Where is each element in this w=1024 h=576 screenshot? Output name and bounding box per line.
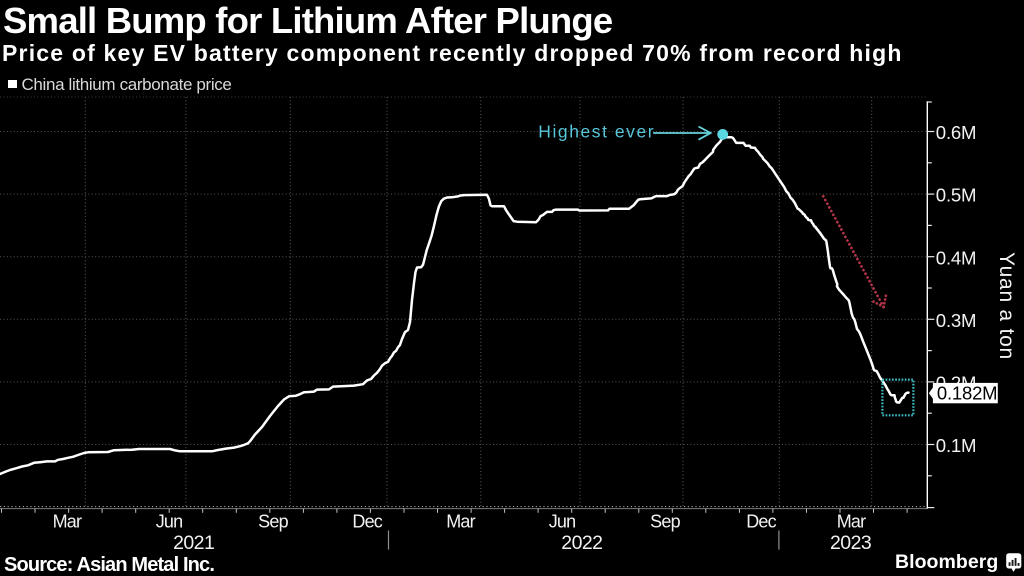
svg-text:0.3M: 0.3M xyxy=(936,310,977,331)
svg-text:2022: 2022 xyxy=(561,532,602,554)
svg-text:Highest ever: Highest ever xyxy=(538,122,655,142)
svg-text:Jun: Jun xyxy=(156,512,183,532)
svg-text:0.182M: 0.182M xyxy=(937,383,998,404)
svg-text:Mar: Mar xyxy=(53,512,82,532)
svg-text:Dec: Dec xyxy=(746,512,776,532)
svg-text:Jun: Jun xyxy=(549,512,576,532)
svg-text:0.4M: 0.4M xyxy=(936,247,977,268)
svg-text:0.6M: 0.6M xyxy=(936,122,977,143)
svg-text:0.1M: 0.1M xyxy=(936,435,977,456)
svg-text:Sep: Sep xyxy=(258,512,288,532)
svg-text:Mar: Mar xyxy=(446,512,475,532)
svg-text:Dec: Dec xyxy=(352,512,382,532)
svg-text:Mar: Mar xyxy=(837,512,866,532)
svg-text:2021: 2021 xyxy=(173,532,214,554)
svg-text:Sep: Sep xyxy=(650,512,680,532)
svg-text:Yuan a ton: Yuan a ton xyxy=(995,252,1018,360)
svg-text:2023: 2023 xyxy=(830,532,871,554)
svg-text:0.5M: 0.5M xyxy=(936,185,977,206)
